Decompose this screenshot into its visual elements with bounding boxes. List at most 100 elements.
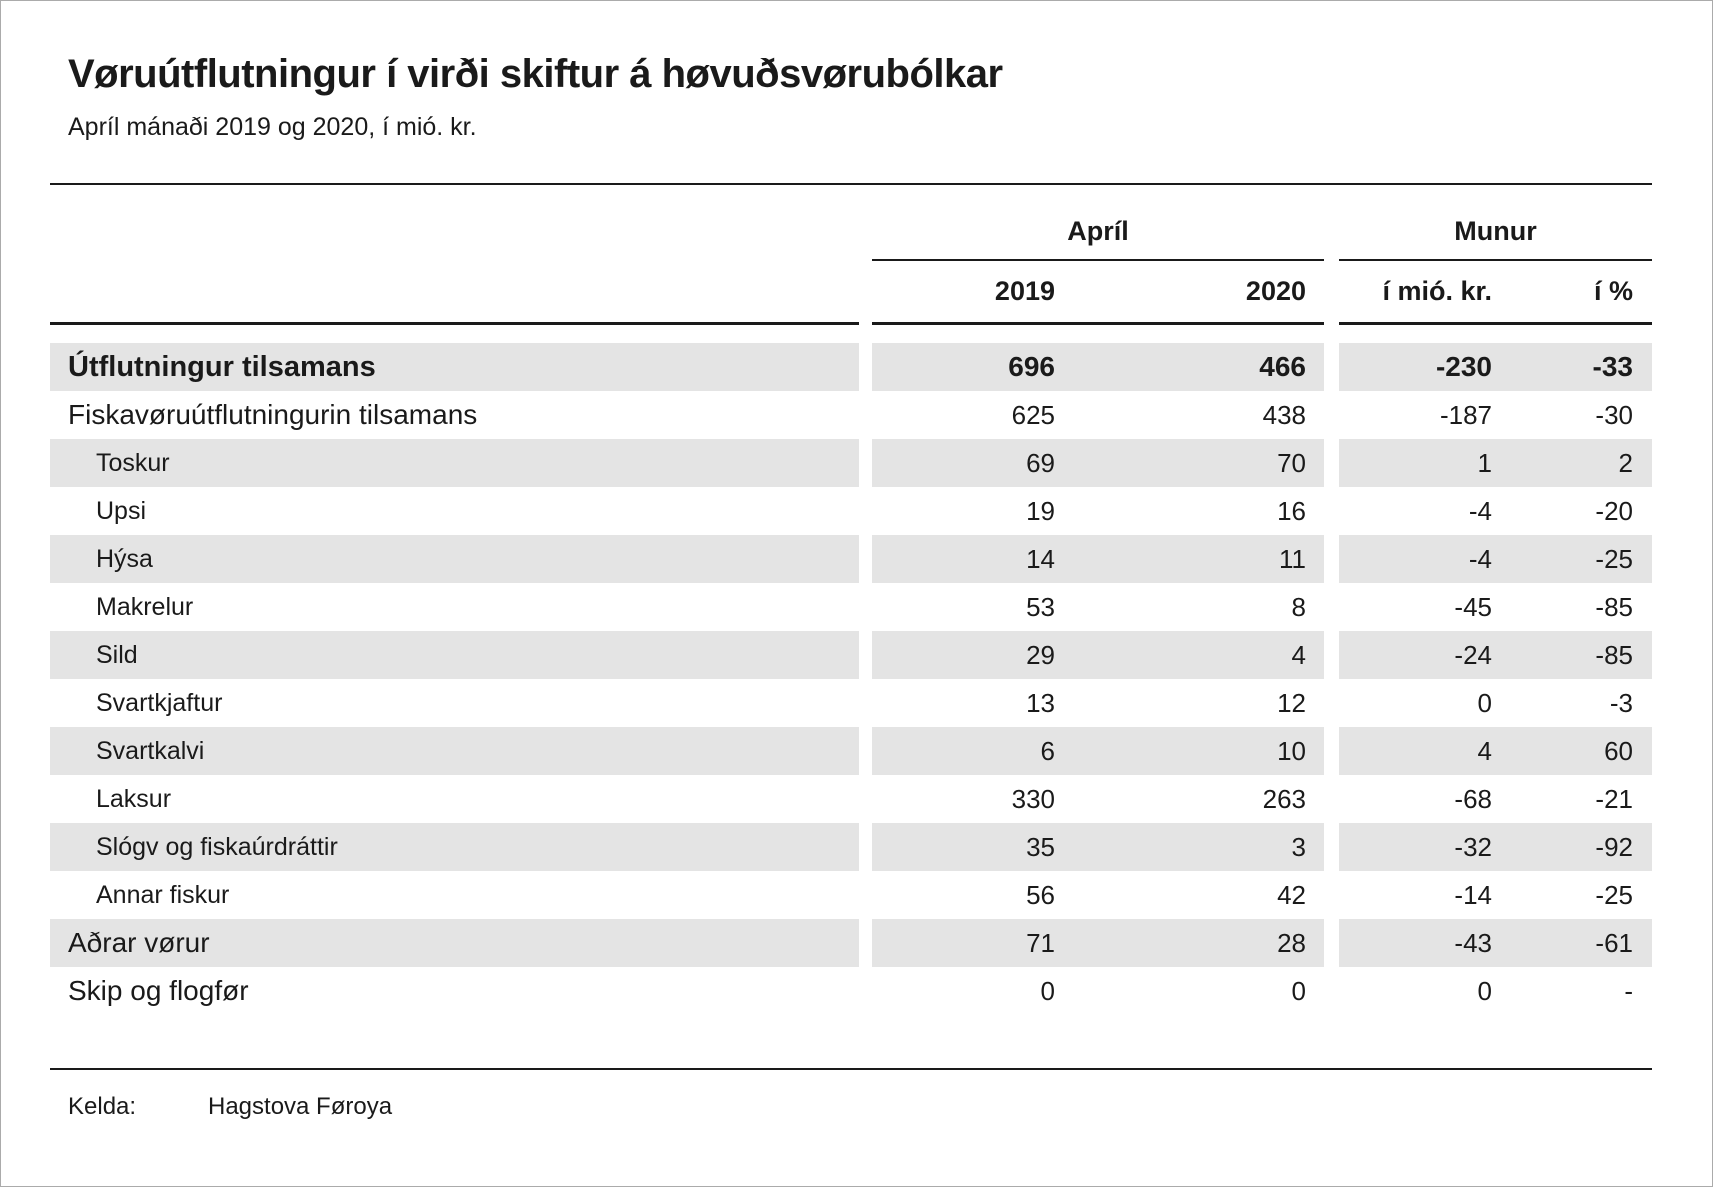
header-label-spacer [50, 261, 859, 325]
table-row: Sild 29 4 -24 -85 [50, 631, 1652, 679]
row-label: Makrelur [96, 593, 194, 621]
column-gutter [859, 727, 872, 775]
cell-diff-mio-kr: -24 [1454, 640, 1492, 670]
column-gutter [859, 775, 872, 823]
column-gutter [1324, 583, 1339, 631]
cell-diff-percent: -92 [1595, 832, 1633, 862]
april-values: 56 42 [872, 871, 1324, 919]
cell-diff-percent: -85 [1595, 640, 1633, 670]
munur-values: 0 -3 [1339, 679, 1652, 727]
row-label: Slógv og fiskaúrdráttir [50, 823, 859, 871]
column-gutter [859, 823, 872, 871]
column-gutter [859, 967, 872, 1015]
column-gutter [859, 679, 872, 727]
bottom-rule [50, 1068, 1652, 1070]
cell-2020: 42 [1277, 880, 1306, 910]
table-row: Laksur 330 263 -68 -21 [50, 775, 1652, 823]
page-title: Vøruútflutningur í virði skiftur á høvuð… [68, 52, 1003, 96]
column-header-row: 2019 2020 í mió. kr. í % [50, 261, 1652, 325]
april-values: 6 10 [872, 727, 1324, 775]
table-row: Fiskavøruútflutningurin tilsamans 625 438 -… [50, 391, 1652, 439]
cell-diff-percent: - [1624, 976, 1633, 1006]
munur-values: 0- [1339, 967, 1652, 1015]
munur-values: -14 -25 [1339, 871, 1652, 919]
cell-2019: 330 [1011, 784, 1055, 814]
cell-2020: 12 [1277, 688, 1306, 718]
april-values: 35 3 [872, 823, 1324, 871]
column-gutter [1324, 487, 1339, 535]
row-label: Svartkalvi [50, 727, 859, 775]
cell-diff-percent: -21 [1595, 784, 1633, 814]
cell-2020: 8 [1291, 592, 1306, 622]
table-row: Aðrar vørur 71 28 -43 -61 [50, 919, 1652, 967]
table-content: Vøruútflutningur í virði skiftur á høvuð… [50, 1, 1652, 1122]
cell-diff-mio-kr: 0 [1477, 688, 1492, 718]
column-gutter [1324, 343, 1339, 391]
column-gutter [859, 871, 872, 919]
source-value: Hagstova Føroya [208, 1093, 393, 1120]
table-row: Hýsa 14 11 -4 -25 [50, 535, 1652, 583]
row-label: Upsi [96, 497, 147, 525]
cell-2020: 10 [1277, 736, 1306, 766]
table-row: Annar fiskur 56 42 -14 -25 [50, 871, 1652, 919]
column-gutter [859, 919, 872, 967]
page-subtitle: Apríl mánaði 2019 og 2020, í mió. kr. [68, 113, 477, 141]
table-row: Toskur 69 70 1 2 [50, 439, 1652, 487]
column-gutter [859, 343, 872, 391]
row-label: Sild [50, 631, 859, 679]
table-row: Útflutningur tilsamans 696 466 -230 -33 [50, 343, 1652, 391]
cell-diff-mio-kr: 1 [1477, 448, 1492, 478]
source-note: Kelda: Hagstova Føroya [50, 1092, 1652, 1122]
table-row: Svartkjaftur 13 12 0 -3 [50, 679, 1652, 727]
column-gutter [1324, 775, 1339, 823]
cell-diff-percent: -20 [1595, 496, 1633, 526]
row-label: Fiskavøruútflutningurin tilsamans [68, 399, 478, 430]
cell-2020: 16 [1277, 496, 1306, 526]
cell-2019: 625 [1011, 400, 1055, 430]
column-gutter [1324, 919, 1339, 967]
column-gutter [859, 535, 872, 583]
cell-2020: 263 [1262, 784, 1306, 814]
cell-2020: 70 [1277, 448, 1306, 478]
cell-diff-percent: 2 [1618, 448, 1633, 478]
table-row: Upsi 19 16 -4 -20 [50, 487, 1652, 535]
cell-2019: 56 [1026, 880, 1055, 910]
cell-2020: 438 [1262, 400, 1306, 430]
cell-2019: 696 [1008, 351, 1055, 382]
cell-diff-percent: -33 [1592, 351, 1633, 382]
column-header-2019: 2019 [994, 276, 1055, 306]
cell-diff-mio-kr: -45 [1454, 592, 1492, 622]
april-values: 696 466 [872, 343, 1324, 391]
column-group-april-label: Apríl [1067, 216, 1129, 246]
munur-values: -45 -85 [1339, 583, 1652, 631]
munur-values: -230 -33 [1339, 343, 1652, 391]
april-values: 69 70 [872, 439, 1324, 487]
cell-2019: 6 [1040, 736, 1055, 766]
munur-values: -68 -21 [1339, 775, 1652, 823]
april-values: 625 438 [872, 391, 1324, 439]
column-gutter [1324, 391, 1339, 439]
column-gutter [1324, 185, 1339, 261]
column-gutter [859, 487, 872, 535]
column-group-row: Apríl Munur [50, 185, 1652, 261]
cell-2019: 19 [1026, 496, 1055, 526]
top-rule [50, 183, 1652, 185]
column-group-april: Apríl [872, 185, 1324, 261]
table-body: Útflutningur tilsamans 696 466 -230 -33 Fiska… [50, 343, 1652, 1015]
cell-diff-percent: -85 [1595, 592, 1633, 622]
april-subheaders: 2019 2020 [872, 261, 1324, 325]
cell-2019: 29 [1026, 640, 1055, 670]
cell-diff-mio-kr: -4 [1468, 544, 1492, 574]
cell-2019: 71 [1026, 928, 1055, 958]
cell-diff-mio-kr: -68 [1454, 784, 1492, 814]
column-gutter [859, 439, 872, 487]
cell-2019: 0 [1040, 976, 1055, 1006]
cell-diff-percent: -25 [1595, 544, 1633, 574]
column-gutter [1324, 631, 1339, 679]
column-gutter [1324, 679, 1339, 727]
source-label: Kelda: [68, 1093, 137, 1120]
column-gutter [1324, 967, 1339, 1015]
row-label: Annar fiskur [96, 881, 230, 909]
